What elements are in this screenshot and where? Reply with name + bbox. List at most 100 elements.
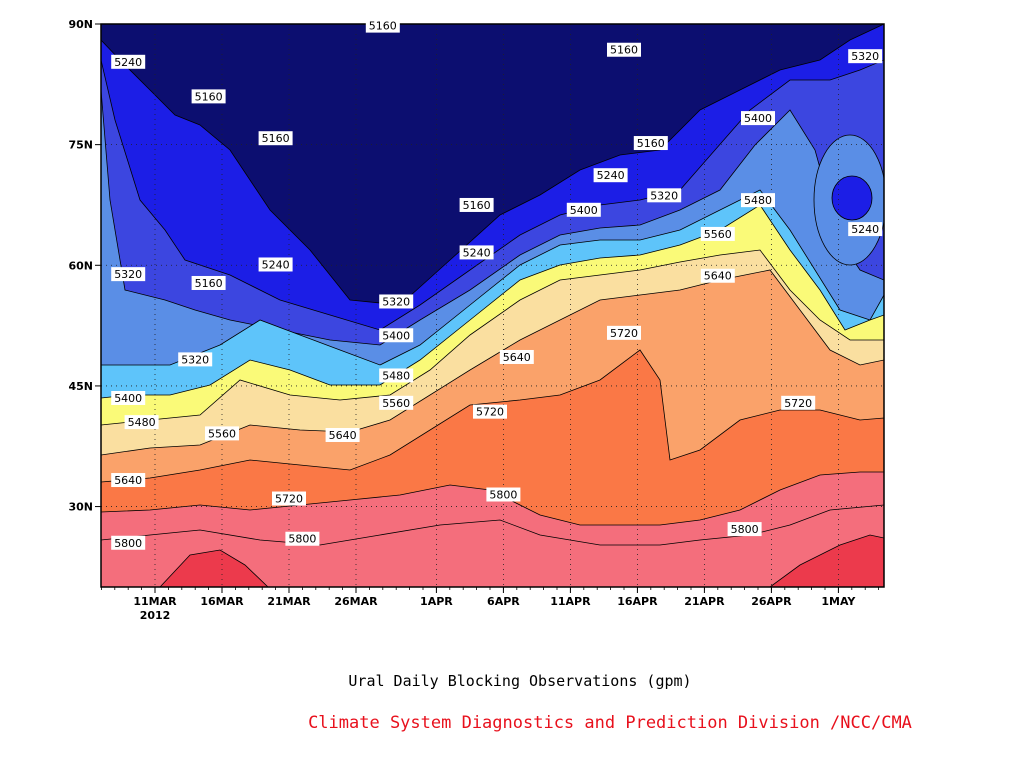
contour-label: 5640 (499, 349, 534, 364)
svg-text:5160: 5160 (195, 90, 223, 103)
contour-label: 5160 (191, 89, 226, 104)
svg-text:5160: 5160 (637, 137, 665, 150)
contour-label: 5560 (205, 426, 239, 441)
contour-label: 5320 (379, 294, 414, 309)
contour-label: 5160 (191, 275, 226, 290)
chart-caption: Ural Daily Blocking Observations (gpm) (348, 672, 692, 690)
grid-lines (101, 24, 884, 587)
contour-label: 5400 (566, 202, 601, 217)
svg-text:5640: 5640 (704, 270, 732, 283)
y-tick-label: 75N (68, 139, 93, 152)
contour-label: 5400 (741, 111, 775, 126)
contour-label: 5640 (111, 473, 146, 488)
svg-text:5800: 5800 (489, 489, 517, 502)
svg-text:5800: 5800 (731, 523, 759, 536)
svg-text:5160: 5160 (262, 132, 290, 145)
svg-text:5400: 5400 (114, 392, 142, 405)
plot-frame (100, 23, 885, 588)
x-year-label: 2012 (140, 609, 171, 622)
svg-text:5400: 5400 (382, 329, 410, 342)
svg-text:5240: 5240 (851, 223, 879, 236)
credit-line: Climate System Diagnostics and Predictio… (308, 713, 912, 733)
contour-label: 5800 (111, 535, 146, 550)
svg-text:5800: 5800 (288, 533, 316, 546)
y-axis: 90N 75N 60N 45N 30N (68, 18, 101, 514)
x-tick-label: 16MAR (200, 595, 244, 608)
contour-label: 5160 (607, 42, 641, 57)
svg-text:5320: 5320 (851, 50, 879, 63)
contour-label: 5400 (111, 390, 146, 405)
svg-text:5560: 5560 (382, 397, 410, 410)
y-tick-label: 30N (68, 501, 93, 514)
x-tick-label: 1MAY (821, 595, 856, 608)
svg-text:5320: 5320 (114, 268, 142, 281)
svg-text:5480: 5480 (128, 416, 156, 429)
contour-label: 5480 (741, 193, 775, 208)
svg-text:5560: 5560 (704, 228, 732, 241)
svg-text:5240: 5240 (463, 246, 491, 259)
contour-label: 5640 (700, 268, 735, 283)
x-tick-label: 21MAR (267, 595, 311, 608)
svg-text:5160: 5160 (463, 199, 491, 212)
svg-text:5720: 5720 (275, 493, 303, 506)
contour-label: 5800 (486, 487, 521, 502)
svg-text:5160: 5160 (369, 20, 397, 33)
svg-text:5400: 5400 (744, 112, 772, 125)
contour-band (101, 504, 884, 587)
contour-label: 5160 (365, 18, 400, 33)
contour-label: 5800 (285, 531, 320, 546)
contour-label: 5560 (700, 226, 735, 241)
contour-label: 5400 (379, 328, 414, 343)
contour-label: 5480 (379, 368, 414, 383)
x-tick-label: 26APR (751, 595, 792, 608)
contour-label: 5320 (111, 267, 146, 282)
contour-label: 5720 (272, 491, 306, 506)
svg-text:5640: 5640 (503, 351, 531, 364)
contour-low (831, 175, 873, 221)
contour-fills (101, 24, 884, 587)
x-tick-label: 21APR (684, 595, 725, 608)
contour-label: 5160 (459, 197, 494, 212)
contour-band (769, 534, 884, 587)
svg-text:5400: 5400 (570, 204, 598, 217)
x-tick-label: 11MAR (133, 595, 177, 608)
svg-text:5240: 5240 (262, 258, 290, 271)
contour-label: 5320 (848, 49, 883, 64)
svg-text:5800: 5800 (114, 537, 142, 550)
svg-text:5640: 5640 (114, 474, 142, 487)
contour-label: 5720 (607, 325, 641, 340)
x-tick-label: 1APR (420, 595, 453, 608)
svg-text:5240: 5240 (114, 56, 142, 69)
svg-text:5160: 5160 (610, 44, 638, 57)
svg-text:5240: 5240 (597, 169, 625, 182)
contour-label: 5480 (124, 415, 159, 430)
contour-label: 5320 (647, 188, 682, 203)
y-tick-label: 45N (68, 380, 93, 393)
svg-text:5480: 5480 (382, 369, 410, 382)
contour-label: 5720 (473, 404, 507, 419)
contour-label: 5240 (111, 54, 146, 69)
svg-text:5320: 5320 (650, 189, 678, 202)
x-tick-label: 6APR (487, 595, 520, 608)
svg-text:5320: 5320 (382, 295, 410, 308)
svg-text:5640: 5640 (329, 429, 357, 442)
contour-labels: 5240 5160 5160 5320 5160 5160 5400 5160 5240 5320… (111, 18, 883, 550)
svg-text:5480: 5480 (744, 194, 772, 207)
contour-label: 5240 (258, 257, 293, 272)
x-tick-label: 11APR (550, 595, 591, 608)
contour-label: 5720 (781, 395, 816, 410)
contour-band (159, 549, 269, 587)
y-tick-label: 60N (68, 259, 93, 272)
svg-text:5160: 5160 (195, 277, 223, 290)
contour-label: 5240 (593, 168, 628, 183)
x-tick-label: 26MAR (334, 595, 378, 608)
contour-label: 5800 (727, 522, 762, 537)
y-tick-label: 90N (68, 18, 93, 31)
svg-text:5720: 5720 (610, 327, 638, 340)
svg-text:5320: 5320 (181, 353, 209, 366)
contour-label: 5240 (848, 222, 883, 237)
x-tick-label: 16APR (617, 595, 658, 608)
contour-label: 5560 (379, 395, 414, 410)
